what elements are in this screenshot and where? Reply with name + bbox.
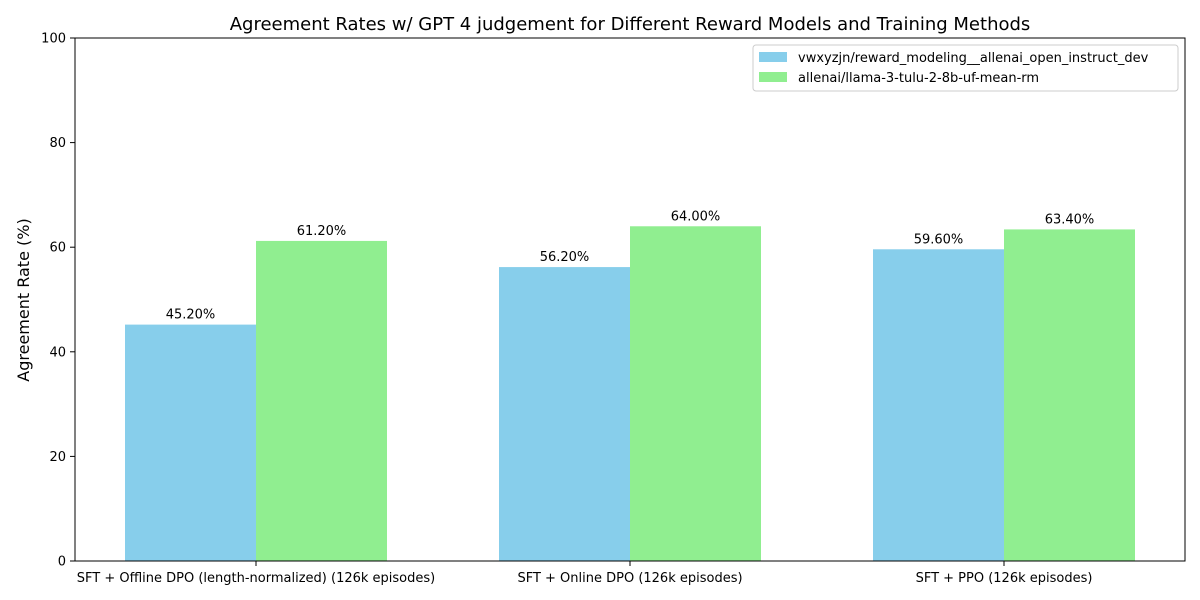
data-labels-group: 45.20% 56.20% 59.60% 61.20% 64.00% 63.40% xyxy=(166,209,1095,322)
data-label-series-1-cat-3: 59.60% xyxy=(914,232,964,247)
bar-series-1-cat-2 xyxy=(499,267,630,561)
chart-title: Agreement Rates w/ GPT 4 judgement for D… xyxy=(230,14,1031,35)
bar-series-1-cat-1 xyxy=(125,324,256,561)
y-tick-label: 20 xyxy=(49,450,66,465)
bar-series-2-cat-1 xyxy=(256,240,387,561)
data-label-series-2-cat-2: 64.00% xyxy=(671,209,721,224)
x-tick-label: SFT + Online DPO (126k episodes) xyxy=(517,571,742,586)
legend-swatch-1 xyxy=(759,52,787,62)
y-tick-label: 80 xyxy=(49,136,66,151)
y-tick-label: 40 xyxy=(49,345,66,360)
data-label-series-2-cat-1: 61.20% xyxy=(297,224,347,239)
y-axis-label: Agreement Rate (%) xyxy=(14,218,33,381)
data-label-series-1-cat-1: 45.20% xyxy=(166,308,216,323)
x-tick-label: SFT + PPO (126k episodes) xyxy=(916,571,1093,586)
legend-label-2: allenai/llama-3-tulu-2-8b-uf-mean-rm xyxy=(798,71,1039,86)
bar-series-1-cat-3 xyxy=(873,249,1004,562)
y-tick-label: 0 xyxy=(58,555,66,570)
x-tick-label: SFT + Offline DPO (length-normalized) (1… xyxy=(77,571,435,586)
bar-series-2-cat-2 xyxy=(630,226,761,561)
x-axis: SFT + Offline DPO (length-normalized) (1… xyxy=(77,561,1093,586)
y-axis: 0 20 40 60 80 100 xyxy=(41,32,75,570)
data-label-series-2-cat-3: 63.40% xyxy=(1045,212,1095,227)
legend: vwxyzjn/reward_modeling__allenai_open_in… xyxy=(752,44,1179,92)
legend-swatch-2 xyxy=(759,72,787,82)
data-label-series-1-cat-2: 56.20% xyxy=(540,250,590,265)
bar-series-2-cat-3 xyxy=(1004,229,1135,561)
bars-group xyxy=(125,226,1135,562)
y-tick-label: 60 xyxy=(49,241,66,256)
y-tick-label: 100 xyxy=(41,32,66,47)
legend-box xyxy=(752,44,1179,92)
legend-label-1: vwxyzjn/reward_modeling__allenai_open_in… xyxy=(798,51,1149,66)
